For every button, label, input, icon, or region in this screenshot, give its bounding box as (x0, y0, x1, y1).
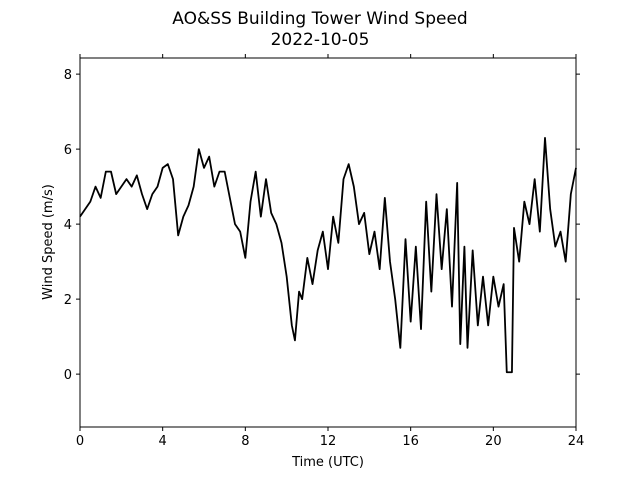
x-tick-label: 8 (241, 434, 249, 449)
y-tick-label: 4 (64, 218, 72, 233)
x-tick-label: 4 (159, 434, 167, 449)
data-line (79, 136, 577, 374)
x-axis-label: Time (UTC) (291, 455, 364, 470)
x-tick-label: 12 (320, 434, 337, 449)
y-tick-label: 8 (64, 68, 72, 83)
x-tick-label: 0 (76, 434, 84, 449)
chart-subtitle: 2022-10-05 (271, 30, 370, 50)
y-axis-label: Wind Speed (m/s) (41, 184, 56, 300)
y-tick-label: 2 (64, 293, 72, 308)
x-tick-label: 16 (402, 434, 419, 449)
x-tick-label: 24 (568, 434, 585, 449)
plot-frame (79, 57, 577, 428)
y-tick-label: 0 (64, 368, 72, 383)
chart-title: AO&SS Building Tower Wind Speed (172, 9, 467, 29)
y-tick-label: 6 (64, 143, 72, 158)
x-tick-label: 20 (485, 434, 502, 449)
